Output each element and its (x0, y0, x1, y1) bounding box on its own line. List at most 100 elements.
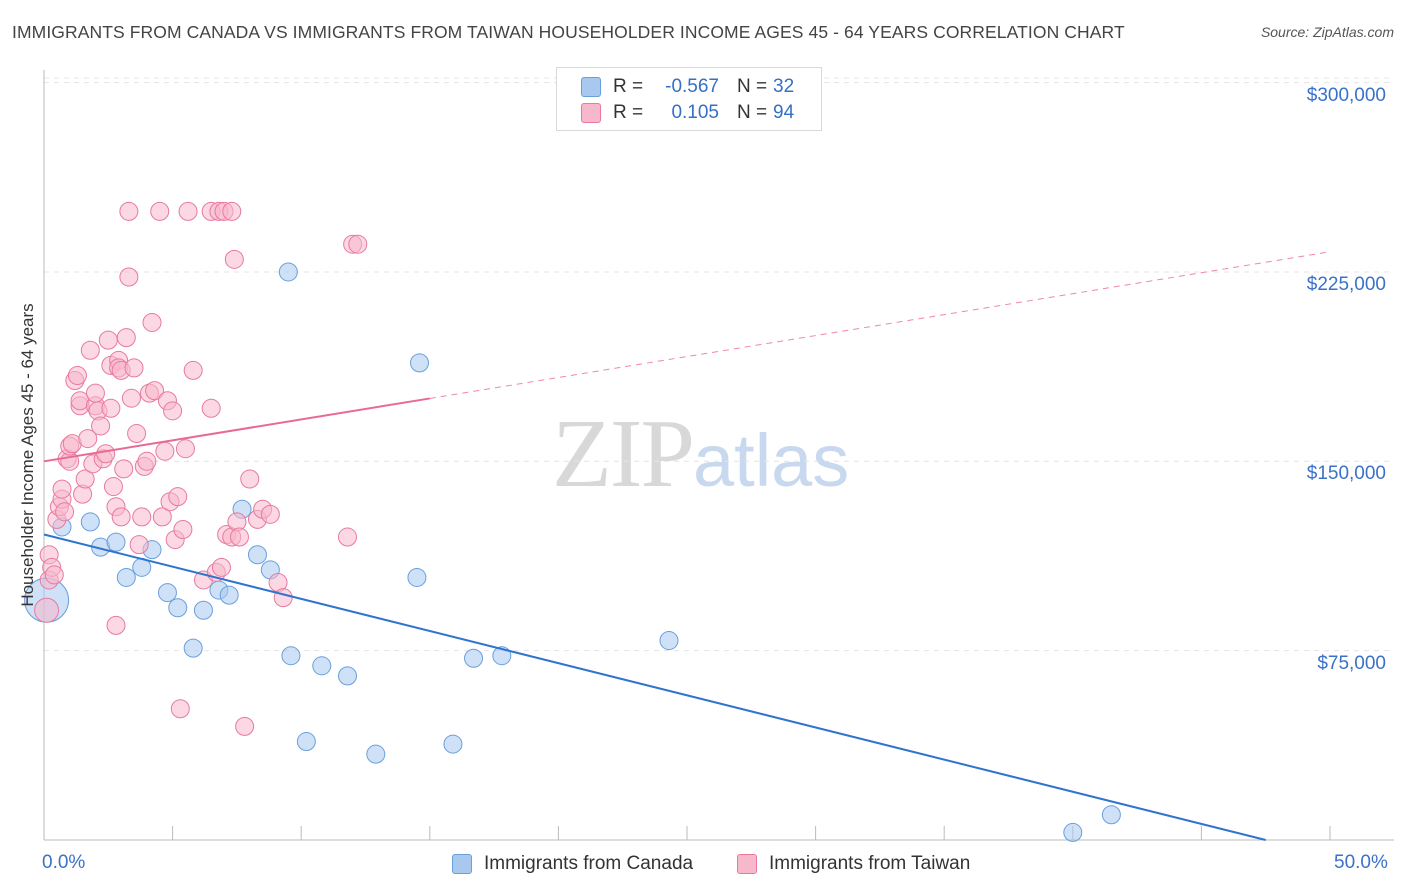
point-canada-27 (492, 646, 512, 666)
point-taiwan-28 (96, 444, 116, 464)
legend-swatch-taiwan (581, 103, 601, 123)
bottom-legend-swatch-canada (452, 854, 472, 874)
point-canada-8 (157, 583, 177, 603)
point-taiwan-40 (119, 267, 139, 287)
point-canada-26 (464, 648, 484, 668)
point-taiwan-20 (78, 429, 98, 449)
point-taiwan-51 (145, 381, 165, 401)
point-taiwan-75 (224, 249, 244, 269)
legend-r-value-taiwan: 0.105 (671, 102, 719, 123)
bottom-legend-label-taiwan: Immigrants from Taiwan (769, 853, 971, 874)
point-canada-25 (443, 734, 463, 754)
bottom-legend-taiwan: Immigrants from Taiwan (737, 852, 970, 876)
point-taiwan-62 (175, 439, 195, 459)
point-taiwan-57 (163, 401, 183, 421)
point-taiwan-54 (155, 441, 175, 461)
point-canada-28 (659, 631, 679, 651)
point-taiwan-21 (80, 340, 100, 360)
point-canada-5 (116, 567, 136, 587)
legend-row-taiwan: R = 0.105 N = 94 (581, 100, 794, 126)
point-taiwan-8 (52, 479, 72, 499)
y-tick-label-3: $300,000 (1306, 84, 1386, 106)
point-taiwan-84 (273, 588, 293, 608)
watermark-atlas: atlas (693, 419, 850, 502)
point-canada-17 (278, 262, 298, 282)
bottom-legend-canada: Immigrants from Canada (452, 852, 693, 876)
point-taiwan-70 (211, 557, 231, 577)
point-taiwan-53 (152, 507, 172, 527)
point-taiwan-24 (85, 383, 105, 403)
point-taiwan-88 (106, 615, 126, 635)
point-canada-24 (407, 567, 427, 587)
point-canada-10 (183, 638, 203, 658)
x-tick-label-max: 50.0% (1334, 852, 1388, 873)
point-taiwan-50 (142, 312, 162, 332)
point-taiwan-46 (132, 507, 152, 527)
point-canada-19 (296, 732, 316, 752)
point-taiwan-32 (103, 477, 123, 497)
bottom-legend-swatch-taiwan (737, 854, 757, 874)
point-canada-11 (193, 600, 213, 620)
point-taiwan-15 (67, 365, 87, 385)
point-canada-29 (1063, 822, 1083, 842)
legend-n-value-taiwan: 94 (773, 102, 795, 123)
point-taiwan-63 (178, 201, 198, 221)
point-taiwan-82 (260, 504, 280, 524)
point-taiwan-0 (34, 597, 60, 623)
bottom-legend-label-canada: Immigrants from Canada (484, 853, 694, 874)
point-canada-9 (168, 598, 188, 618)
point-taiwan-85 (337, 527, 357, 547)
point-taiwan-26 (91, 416, 111, 436)
point-canada-20 (312, 656, 332, 676)
point-canada-22 (366, 744, 386, 764)
point-taiwan-48 (137, 451, 157, 471)
legend-n-label: N = (737, 102, 768, 123)
trend-line-taiwan-dashed (429, 251, 1331, 399)
point-canada-15 (247, 545, 267, 565)
point-canada-2 (80, 512, 100, 532)
point-taiwan-9 (55, 502, 75, 522)
point-taiwan-44 (127, 424, 147, 444)
source-label: Source: ZipAtlas.com (1260, 24, 1394, 40)
point-taiwan-79 (240, 469, 260, 489)
point-taiwan-30 (101, 398, 121, 418)
point-taiwan-19 (75, 469, 95, 489)
legend-r-label: R = (613, 76, 644, 97)
point-taiwan-29 (98, 330, 118, 350)
correlation-legend: R = -0.567 N = 32 R = 0.105 N = 94 (556, 67, 822, 131)
legend-n-label: N = (737, 76, 768, 97)
watermark: ZIPatlas (552, 398, 849, 510)
point-taiwan-60 (170, 699, 190, 719)
y-tick-label-1: $150,000 (1306, 463, 1386, 485)
point-taiwan-36 (111, 507, 131, 527)
point-taiwan-67 (201, 398, 221, 418)
point-taiwan-59 (168, 487, 188, 507)
chart-title: IMMIGRANTS FROM CANADA VS IMMIGRANTS FRO… (12, 22, 1125, 42)
point-taiwan-77 (229, 527, 249, 547)
y-tick-label-0: $75,000 (1317, 652, 1386, 674)
point-taiwan-78 (235, 716, 255, 736)
y-axis-title: Householder Income Ages 45 - 64 years (18, 303, 37, 607)
point-canada-18 (281, 646, 301, 666)
point-taiwan-39 (116, 328, 136, 348)
y-tick-label-2: $225,000 (1306, 273, 1386, 295)
point-taiwan-64 (183, 360, 203, 380)
point-canada-13 (219, 585, 239, 605)
legend-swatch-canada (581, 77, 601, 97)
point-taiwan-87 (348, 234, 368, 254)
trend-line-canada (43, 533, 1266, 841)
point-taiwan-42 (121, 388, 141, 408)
point-canada-23 (410, 353, 430, 373)
legend-n-value-canada: 32 (773, 76, 795, 97)
point-taiwan-52 (150, 201, 170, 221)
point-canada-30 (1101, 805, 1121, 825)
point-taiwan-4 (44, 565, 64, 585)
point-taiwan-74 (222, 201, 242, 221)
point-taiwan-38 (114, 459, 134, 479)
point-taiwan-43 (124, 358, 144, 378)
legend-r-label: R = (613, 102, 644, 123)
legend-row-canada: R = -0.567 N = 32 (581, 74, 794, 100)
trend-line-taiwan-solid (43, 397, 430, 463)
point-canada-21 (337, 666, 357, 686)
